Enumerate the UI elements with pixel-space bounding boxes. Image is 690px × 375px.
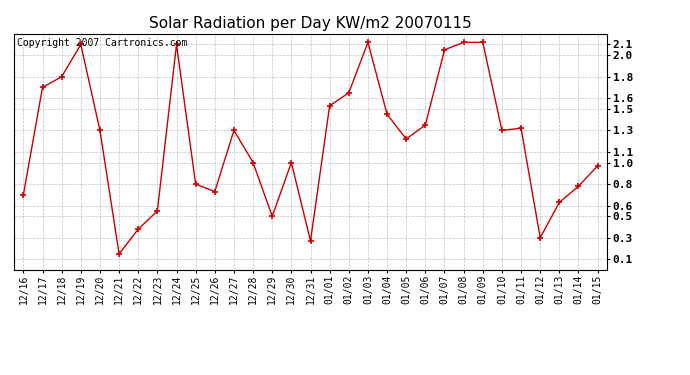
Title: Solar Radiation per Day KW/m2 20070115: Solar Radiation per Day KW/m2 20070115 (149, 16, 472, 31)
Text: Copyright 2007 Cartronics.com: Copyright 2007 Cartronics.com (17, 39, 187, 48)
